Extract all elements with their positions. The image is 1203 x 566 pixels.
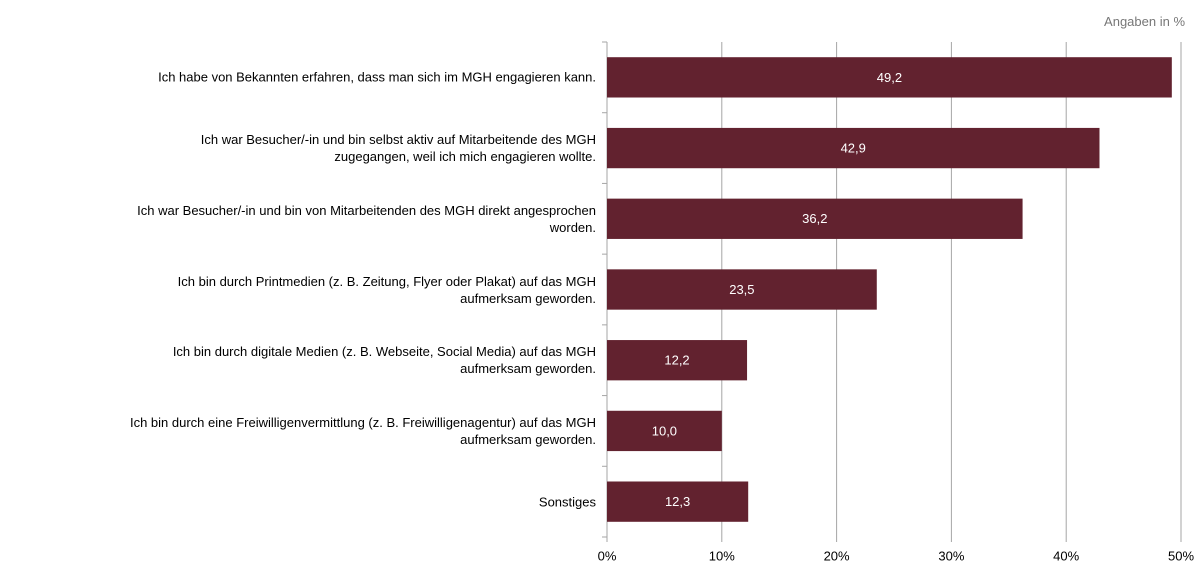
bar xyxy=(607,340,748,381)
y-tick-label: Ich bin durch digitale Medien (z. B. Web… xyxy=(172,344,596,377)
data-label: 36,2 xyxy=(802,211,827,226)
bar xyxy=(607,410,722,452)
y-tick-label: Ich bin durch eine Freiwilligenvermittlu… xyxy=(129,414,596,447)
x-tick-label: 0% xyxy=(598,548,617,563)
x-tick-label: 30% xyxy=(938,548,964,563)
data-label: 12,3 xyxy=(665,494,690,509)
data-label: 10,0 xyxy=(652,423,677,438)
data-label: 49,2 xyxy=(877,70,902,85)
bar xyxy=(607,269,877,310)
note: Angaben in % xyxy=(1104,14,1185,29)
bar xyxy=(607,57,1172,98)
x-tick-label: 20% xyxy=(824,548,850,563)
x-tick-label: 10% xyxy=(709,548,735,563)
x-tick-label: 40% xyxy=(1053,548,1079,563)
y-tick-label: Ich bin durch Printmedien (z. B. Zeitung… xyxy=(177,273,596,306)
data-label: 23,5 xyxy=(729,282,754,297)
bar xyxy=(607,481,749,522)
bar xyxy=(607,127,1100,169)
y-tick-label: Ich war Besucher/-in und bin von Mitarbe… xyxy=(137,202,596,235)
bar xyxy=(607,198,1023,239)
y-tick-label: Sonstiges xyxy=(538,494,596,510)
y-tick-label: Ich war Besucher/-in und bin selbst akti… xyxy=(200,132,596,165)
data-label: 12,2 xyxy=(664,353,689,368)
y-tick-label: Ich habe von Bekannten erfahren, dass ma… xyxy=(158,69,596,85)
data-label: 42,9 xyxy=(841,141,866,156)
x-tick-label: 50% xyxy=(1168,548,1194,563)
